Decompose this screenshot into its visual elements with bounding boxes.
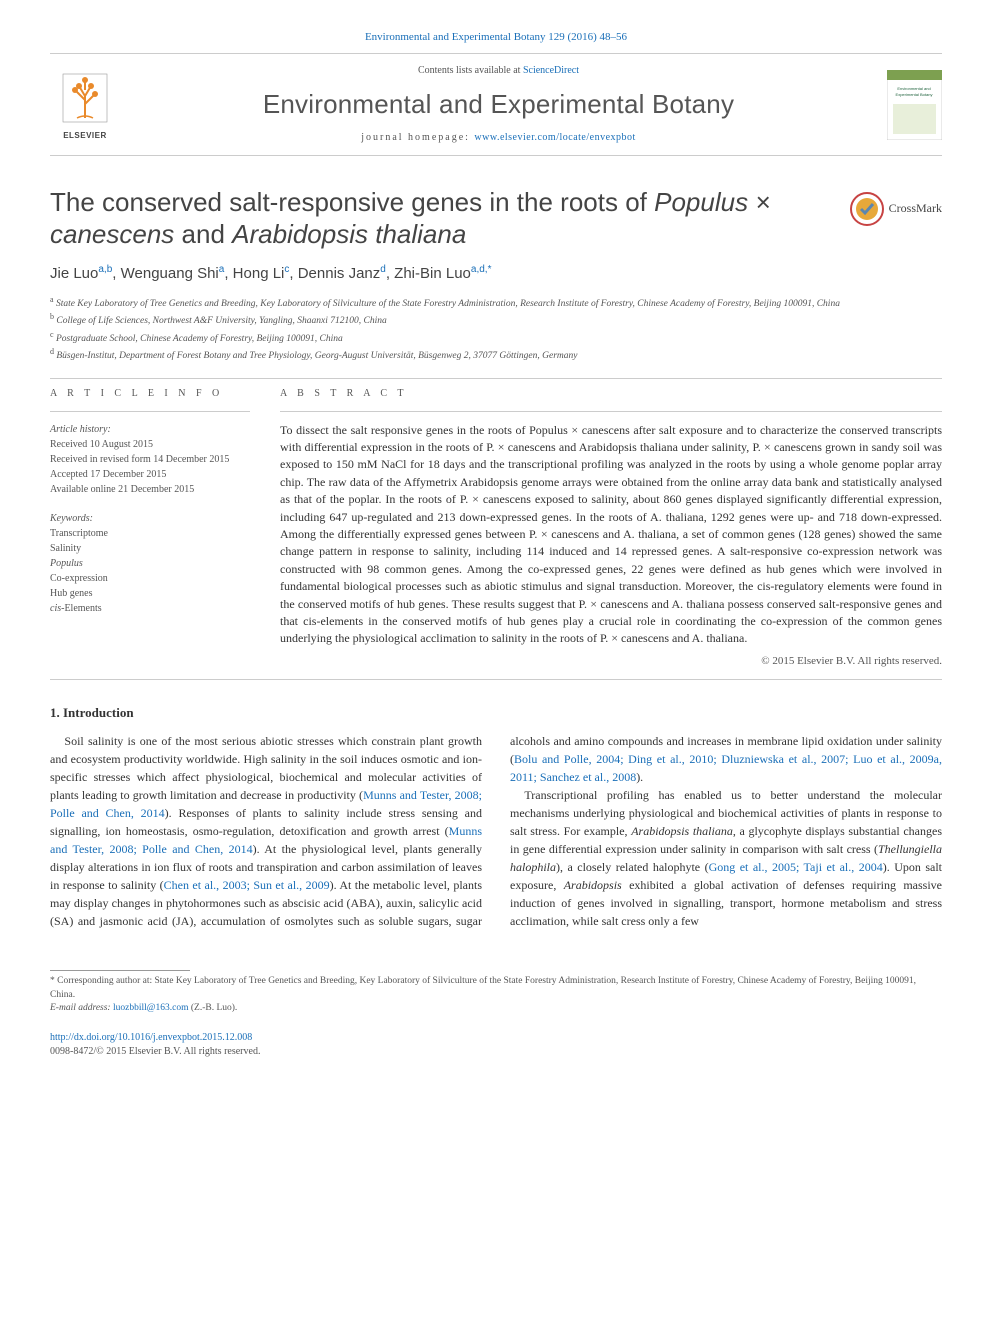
history-revised: Received in revised form 14 December 201… xyxy=(50,452,250,467)
article-info-heading: A R T I C L E I N F O xyxy=(50,387,250,401)
keyword-1: Transcriptome xyxy=(50,526,250,541)
divider-meta xyxy=(50,411,250,412)
divider-abstract xyxy=(280,411,942,412)
abstract-text: To dissect the salt responsive genes in … xyxy=(280,422,942,648)
homepage-line: journal homepage: www.elsevier.com/locat… xyxy=(120,131,877,145)
running-head: Environmental and Experimental Botany 12… xyxy=(50,30,942,45)
author-3: Hong Lic xyxy=(233,265,290,282)
keyword-3: Populus xyxy=(50,556,250,571)
author-2: Wenguang Shia xyxy=(121,265,225,282)
keywords-block: Keywords: Transcriptome Salinity Populus… xyxy=(50,511,250,616)
keyword-4: Co-expression xyxy=(50,571,250,586)
author-3-affil[interactable]: c xyxy=(284,264,289,275)
doi-link[interactable]: http://dx.doi.org/10.1016/j.envexpbot.20… xyxy=(50,1032,252,1043)
divider-top xyxy=(50,378,942,379)
title-part-4-italic: Arabidopsis thaliana xyxy=(232,219,466,249)
crossmark-label: CrossMark xyxy=(889,200,942,217)
author-5: Zhi-Bin Luoa,d,* xyxy=(394,265,491,282)
title-part-3: and xyxy=(174,219,232,249)
affiliation-d: d Büsgen-Institut, Department of Forest … xyxy=(50,346,942,363)
keywords-title: Keywords: xyxy=(50,511,250,526)
email-suffix: (Z.-B. Luo). xyxy=(189,1003,238,1013)
footnote-separator xyxy=(50,970,190,971)
article-history: Article history: Received 10 August 2015… xyxy=(50,422,250,497)
sciencedirect-link[interactable]: ScienceDirect xyxy=(523,65,579,76)
affiliations-block: a State Key Laboratory of Tree Genetics … xyxy=(50,294,942,364)
crossmark-badge[interactable]: CrossMark xyxy=(850,192,942,226)
contents-line: Contents lists available at ScienceDirec… xyxy=(120,64,877,78)
author-2-affil[interactable]: a xyxy=(219,264,225,275)
cite-chen-2003[interactable]: Chen et al., 2003; Sun et al., 2009 xyxy=(164,878,330,892)
article-title: The conserved salt-responsive genes in t… xyxy=(50,186,830,251)
corresponding-author-mark[interactable]: * xyxy=(488,264,492,275)
history-title: Article history: xyxy=(50,422,250,437)
issn-line: 0098-8472/© 2015 Elsevier B.V. All right… xyxy=(50,1045,942,1059)
author-1: Jie Luoa,b xyxy=(50,265,112,282)
cite-bolu-2004[interactable]: Bolu and Polle, 2004; Ding et al., 2010;… xyxy=(510,752,942,784)
elsevier-tree-icon xyxy=(55,68,115,128)
svg-text:Experimental Botany: Experimental Botany xyxy=(896,92,933,97)
history-accepted: Accepted 17 December 2015 xyxy=(50,467,250,482)
journal-name: Environmental and Experimental Botany xyxy=(120,86,877,122)
copyright-line: © 2015 Elsevier B.V. All rights reserved… xyxy=(280,654,942,669)
abstract-heading: A B S T R A C T xyxy=(280,387,942,401)
body-text: Soil salinity is one of the most serious… xyxy=(50,732,942,930)
author-1-affil[interactable]: a,b xyxy=(98,264,112,275)
publisher-label: ELSEVIER xyxy=(63,130,107,141)
homepage-label: journal homepage: xyxy=(361,132,474,143)
divider-bottom xyxy=(50,679,942,680)
cite-gong-2005[interactable]: Gong et al., 2005; Taji et al., 2004 xyxy=(709,860,883,874)
intro-para-2: Transcriptional profiling has enabled us… xyxy=(510,786,942,930)
section-1-heading: 1. Introduction xyxy=(50,704,942,722)
corr-author-text: * Corresponding author at: State Key Lab… xyxy=(50,975,942,1002)
keyword-5: Hub genes xyxy=(50,586,250,601)
doi-block: http://dx.doi.org/10.1016/j.envexpbot.20… xyxy=(50,1031,942,1059)
corresponding-footnote: * Corresponding author at: State Key Lab… xyxy=(50,975,942,1015)
svg-text:Environmental and: Environmental and xyxy=(897,86,930,91)
author-5-affil[interactable]: a,d, xyxy=(471,264,488,275)
history-received: Received 10 August 2015 xyxy=(50,437,250,452)
journal-cover-thumbnail: Environmental and Experimental Botany xyxy=(887,70,942,140)
corr-email-link[interactable]: luozbbill@163.com xyxy=(113,1003,189,1013)
keyword-2: Salinity xyxy=(50,541,250,556)
email-label: E-mail address: xyxy=(50,1003,113,1013)
author-list: Jie Luoa,b, Wenguang Shia, Hong Lic, Den… xyxy=(50,263,942,284)
affiliation-a: a State Key Laboratory of Tree Genetics … xyxy=(50,294,942,311)
journal-header: ELSEVIER Contents lists available at Sci… xyxy=(50,53,942,155)
affiliation-c: c Postgraduate School, Chinese Academy o… xyxy=(50,329,942,346)
publisher-logo: ELSEVIER xyxy=(50,68,120,141)
author-4: Dennis Janzd xyxy=(298,265,386,282)
author-4-affil[interactable]: d xyxy=(380,264,386,275)
crossmark-icon xyxy=(850,192,884,226)
running-head-link[interactable]: Environmental and Experimental Botany 12… xyxy=(365,31,627,43)
contents-prefix: Contents lists available at xyxy=(418,65,523,76)
history-online: Available online 21 December 2015 xyxy=(50,482,250,497)
title-part-1: The conserved salt-responsive genes in t… xyxy=(50,187,654,217)
journal-homepage-link[interactable]: www.elsevier.com/locate/envexpbot xyxy=(474,132,635,143)
affiliation-b: b College of Life Sciences, Northwest A&… xyxy=(50,311,942,328)
